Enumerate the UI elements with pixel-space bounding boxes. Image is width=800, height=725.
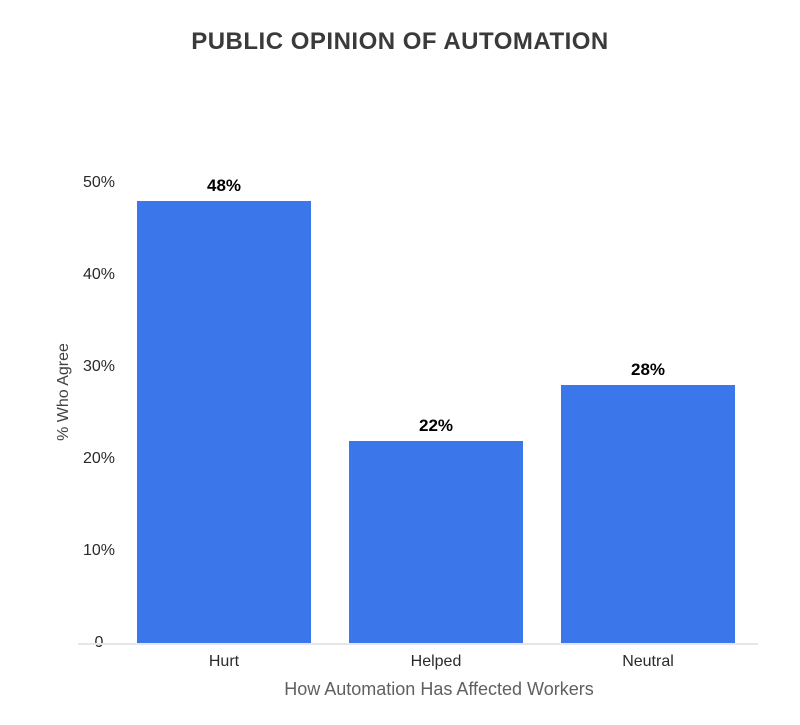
y-tick-label: 40% [82,266,116,283]
y-tick-label: 0 [59,633,139,653]
chart-title: PUBLIC OPINION OF AUTOMATION [191,28,609,55]
plot-area: 48% 22% 28% [78,160,758,645]
bar-hurt [137,201,311,643]
x-axis-title: How Automation Has Affected Workers [284,679,594,699]
x-axis-line [78,643,758,645]
y-tick-label: 30% [82,358,116,375]
x-tick-label: Hurt [208,653,240,670]
bar-helped [349,440,523,643]
y-tick-label: 10% [82,542,116,559]
bar-value-label: 48% [206,176,242,196]
y-tick-label: 50% [82,174,116,191]
bar-neutral [561,385,735,643]
y-tick-label: 20% [82,450,116,467]
x-tick-label: Neutral [622,653,674,670]
x-tick-label: Helped [410,653,462,670]
bar-value-label: 22% [418,415,454,435]
bar-value-label: 28% [630,360,666,380]
